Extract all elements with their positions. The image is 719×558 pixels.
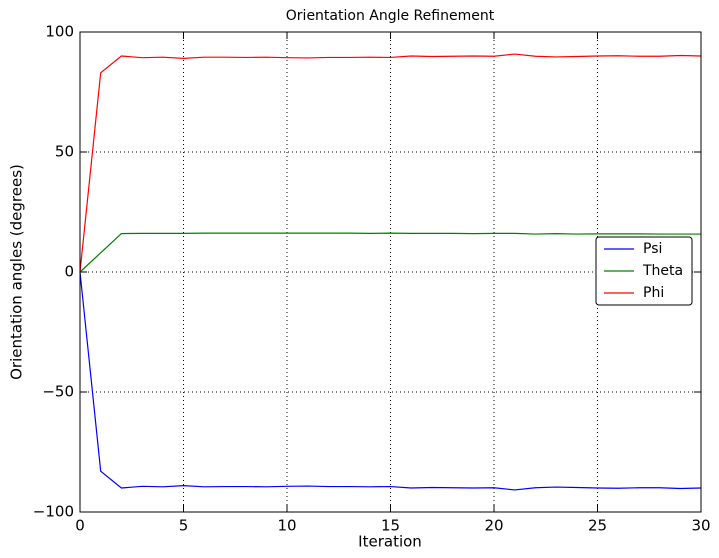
legend-label: Phi [643,285,664,301]
series-line [79,232,701,273]
legend-label: Psi [643,241,662,257]
plot-frame [79,31,702,513]
x-tick-label: 20 [484,517,503,535]
legend-label: Theta [642,263,683,279]
x-tick-label: 0 [75,517,85,535]
legend-box [595,236,693,306]
y-axis-label: Orientation angles (degrees) [8,164,26,380]
series-line [79,271,702,491]
y-tick-label: 100 [45,23,74,41]
x-tick-label: 10 [277,517,296,535]
x-axis-label: Iteration [358,533,422,551]
series-line [79,53,702,273]
y-tick-label: −50 [42,383,74,401]
chart-title: Orientation Angle Refinement [286,8,495,24]
x-tick-label: 5 [179,517,189,535]
y-tick-label: 50 [55,143,74,161]
y-tick-label: 0 [64,263,74,281]
x-tick-label: 15 [381,517,400,535]
x-tick-label: 25 [588,517,607,535]
x-tick-label: 30 [691,517,710,535]
legend: Psi Theta Phi [595,236,693,306]
y-tick-label: −100 [33,503,74,521]
